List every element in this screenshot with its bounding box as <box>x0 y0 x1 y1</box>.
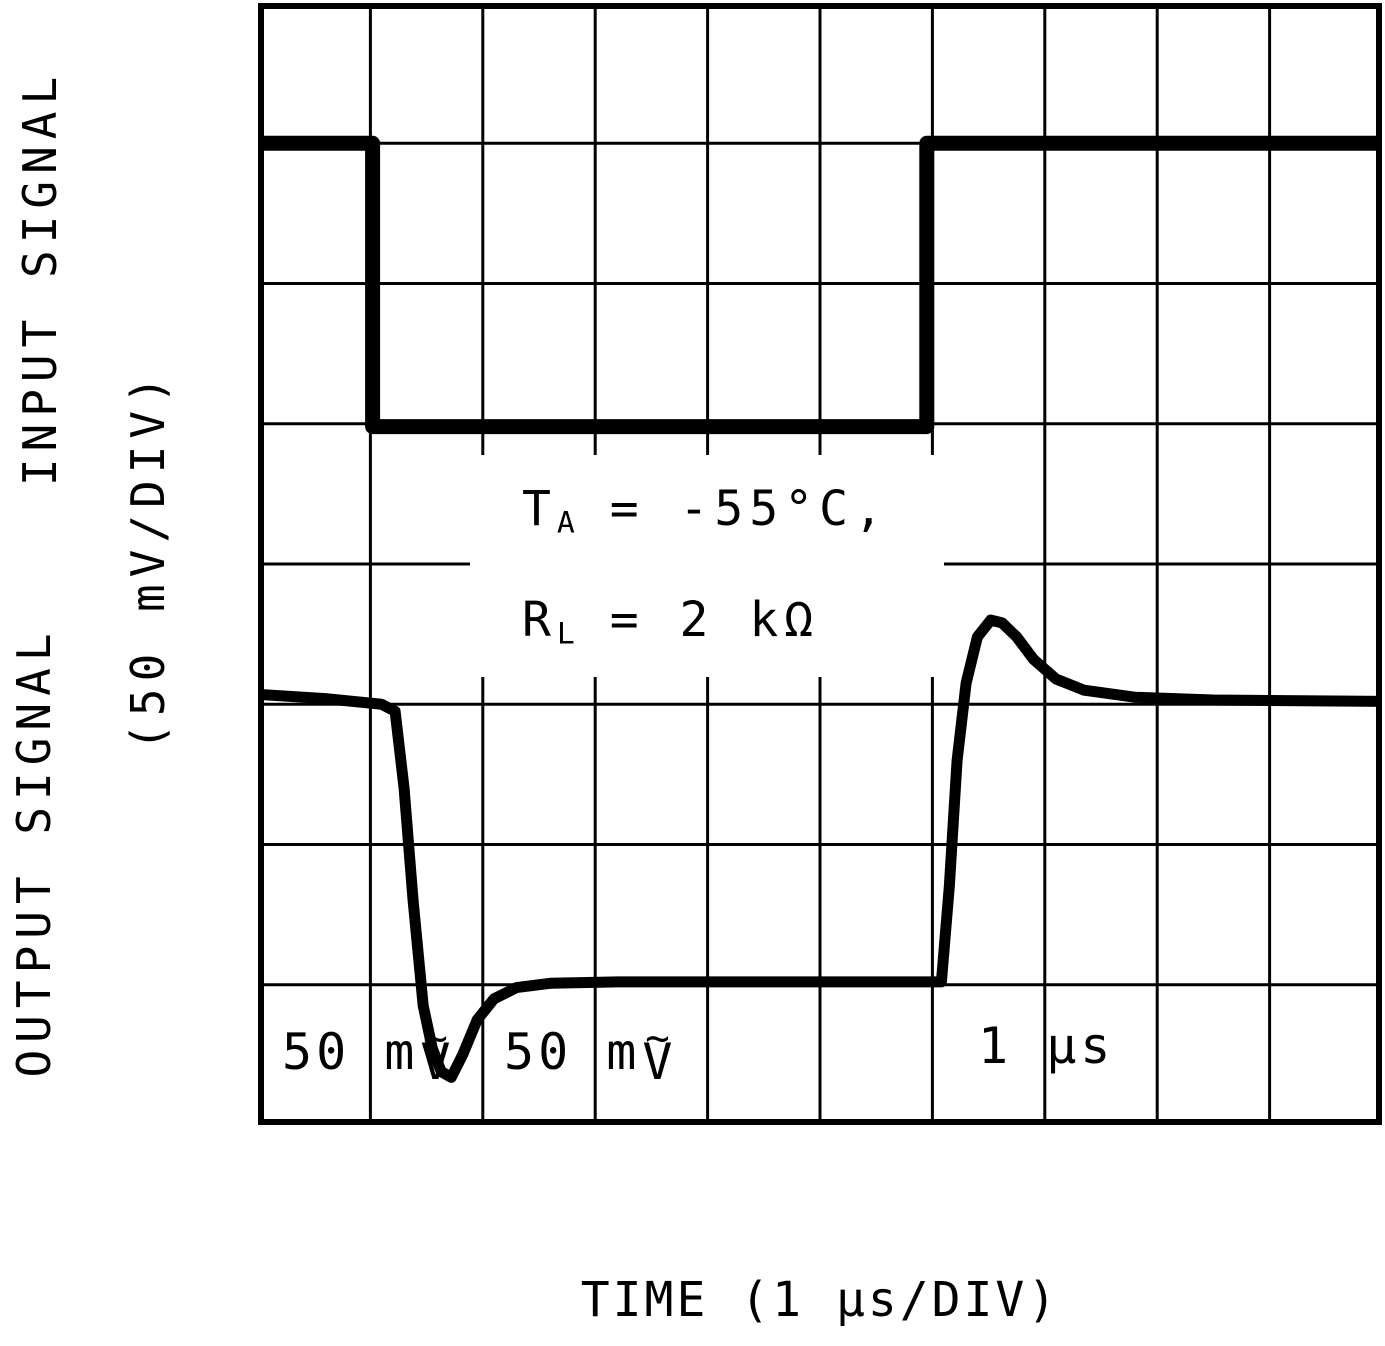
volt-with-tilde: ~ V <box>642 1017 677 1091</box>
scale-marker-text: 50 m <box>504 1023 641 1081</box>
volt-with-tilde: ~ V <box>420 1017 455 1091</box>
test-conditions-box: TA = -55°C, RL = 2 kΩ <box>470 455 944 677</box>
y-axis-scale-label: (50 mV/DIV) <box>121 369 175 751</box>
condition-symbol: T <box>522 480 557 537</box>
y-axis-label-input-signal: INPUT SIGNAL <box>13 69 67 487</box>
plot-border <box>258 3 1382 1125</box>
output-signal-trace <box>258 614 1382 1083</box>
condition-subscript: A <box>556 505 575 541</box>
scale-marker-output-50mv: 50 m ~ V <box>504 1017 677 1091</box>
condition-value: = -55°C, <box>574 480 889 537</box>
scale-marker-input-50mv: 50 m ~ V <box>282 1017 455 1091</box>
x-axis-label: TIME (1 μs/DIV) <box>580 1272 1060 1328</box>
input-signal-trace <box>258 135 1382 435</box>
plot-area: TA = -55°C, RL = 2 kΩ 50 m ~ V 50 m ~ V 1 μs <box>258 3 1382 1125</box>
condition-temperature: TA = -55°C, <box>522 481 944 540</box>
condition-subscript: L <box>556 616 575 652</box>
y-axis-label-output-signal: OUTPUT SIGNAL <box>7 626 61 1078</box>
scale-marker-time-1us: 1 μs <box>978 1021 1114 1071</box>
volt-unit: V <box>420 1033 455 1091</box>
condition-load-resistance: RL = 2 kΩ <box>522 592 944 651</box>
scale-marker-text: 50 m <box>282 1023 419 1081</box>
condition-value: = 2 kΩ <box>574 591 820 648</box>
volt-unit: V <box>642 1033 677 1091</box>
condition-symbol: R <box>522 591 557 648</box>
scale-marker-text: 1 μs <box>978 1017 1115 1075</box>
